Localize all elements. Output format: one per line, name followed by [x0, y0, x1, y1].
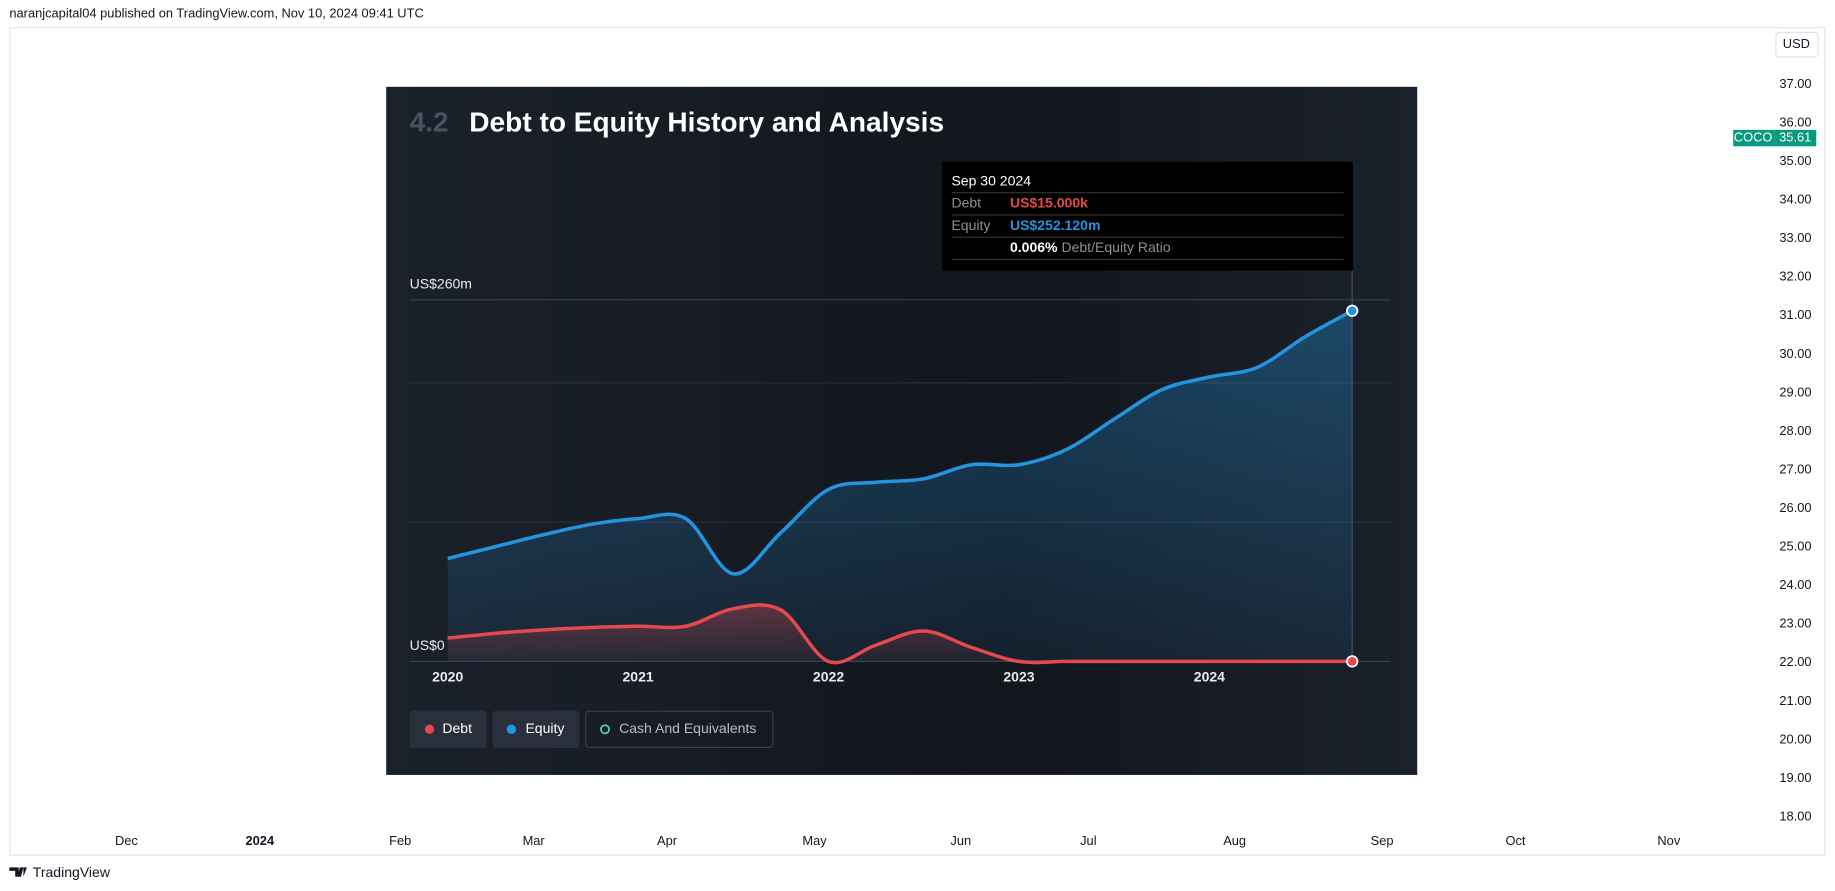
legend-dot: [506, 724, 517, 734]
time-label: Nov: [1657, 833, 1680, 848]
price-tick-label: 22.00: [1779, 654, 1811, 669]
legend-label: Cash And Equivalents: [619, 720, 756, 736]
tooltip-value: US$252.120m: [1010, 217, 1101, 233]
time-label: Aug: [1223, 833, 1246, 848]
price-tick-label: 27.00: [1779, 461, 1811, 476]
time-label: Jul: [1080, 833, 1096, 848]
time-label: Mar: [523, 833, 546, 848]
price-tag: [1774, 129, 1817, 147]
line: [447, 309, 1354, 576]
price-tick-label: 21.00: [1779, 693, 1811, 708]
time-label: Oct: [1506, 833, 1526, 848]
time-label: Dec: [115, 833, 138, 848]
point-marker: [1346, 655, 1359, 668]
x-tick-label: 2022: [813, 669, 844, 685]
price-tick-label: 19.00: [1779, 770, 1811, 785]
time-label: May: [802, 833, 827, 848]
price-tick-label: 18.00: [1779, 808, 1811, 823]
price-tick-label: 34.00: [1779, 192, 1811, 207]
price-tick-label: 23.00: [1779, 616, 1811, 631]
tooltip-label: Debt/Equity Ratio: [1061, 239, 1170, 255]
legend-dot: [600, 724, 611, 735]
tooltip-ratio: 0.006%: [1010, 239, 1058, 255]
tooltip: Sep 30 2024 Debt US$15.000k Equity US$25…: [942, 161, 1353, 271]
price-tick-label: 36.00: [1779, 114, 1811, 129]
legend: Debt Equity Cash And Equivalents: [409, 710, 774, 749]
price-tick-label: 20.00: [1779, 731, 1811, 746]
tooltip-box: [942, 161, 1353, 271]
currency-text: USD: [1783, 36, 1810, 51]
logo: [9, 867, 27, 877]
chart-title: Debt to Equity History and Analysis: [469, 107, 944, 138]
x-tick-label: 2021: [623, 669, 654, 685]
area: [447, 604, 1353, 663]
time-label: Sep: [1371, 833, 1394, 848]
legend-dot: [424, 724, 435, 734]
price-axis: 37.00 36.00 35.00 34.00 33.00 32.00 31.00 30.00…: [1733, 76, 1817, 823]
symbol-price: 35.61: [1779, 129, 1811, 144]
price-tick-label: 28.00: [1779, 423, 1811, 438]
currency-button[interactable]: [1775, 31, 1819, 58]
header: naranjcapital04 published on TradingView…: [9, 6, 423, 21]
price-tick-label: 29.00: [1779, 384, 1811, 399]
price-tick-label: 25.00: [1779, 539, 1811, 554]
section-number: 4.2: [410, 107, 449, 138]
symbol-tag: [1733, 129, 1775, 147]
symbol-name: COCO: [1734, 129, 1773, 144]
price-tick-label: 30.00: [1779, 346, 1811, 361]
price-tick-label: 26.00: [1779, 500, 1811, 515]
price-tick-label: 32.00: [1779, 269, 1811, 284]
legend-button[interactable]: [585, 710, 774, 749]
x-tick-label: 2023: [1003, 669, 1034, 685]
plot: US$0 US$260m 2020 2021 2022 2023 2024: [410, 270, 1391, 685]
time-label: Feb: [389, 833, 411, 848]
brand: TradingView: [33, 864, 111, 880]
legend-button[interactable]: [409, 710, 487, 749]
tooltip-label: Equity: [951, 217, 990, 233]
price-tick-label: 35.00: [1779, 153, 1811, 168]
x-tick-label: 2020: [432, 669, 463, 685]
price-tick-label: 24.00: [1779, 577, 1811, 592]
point-marker: [1346, 304, 1359, 317]
price-tick-label: 31.00: [1779, 307, 1811, 322]
time-label: 2024: [245, 833, 274, 848]
legend-button[interactable]: [492, 710, 580, 749]
area: [447, 310, 1353, 662]
tooltip-label: Debt: [951, 195, 981, 211]
tooltip-value: US$15.000k: [1010, 195, 1088, 211]
y-tick-label: US$0: [410, 637, 445, 653]
tooltip-date: Sep 30 2024: [951, 172, 1031, 188]
price-tick-label: 37.00: [1779, 76, 1811, 91]
legend-label: Debt: [442, 720, 472, 736]
footer: TradingView: [9, 864, 111, 880]
time-axis: Dec 2024 Feb Mar Apr May Jun Jul Aug Sep Oct Nov: [115, 833, 1681, 848]
time-label: Apr: [657, 833, 678, 848]
y-tick-label: US$260m: [410, 275, 472, 291]
price-tick-label: 33.00: [1779, 230, 1811, 245]
time-label: Jun: [950, 833, 971, 848]
x-tick-label: 2024: [1194, 669, 1225, 685]
line: [447, 603, 1353, 665]
legend-label: Equity: [525, 720, 564, 736]
